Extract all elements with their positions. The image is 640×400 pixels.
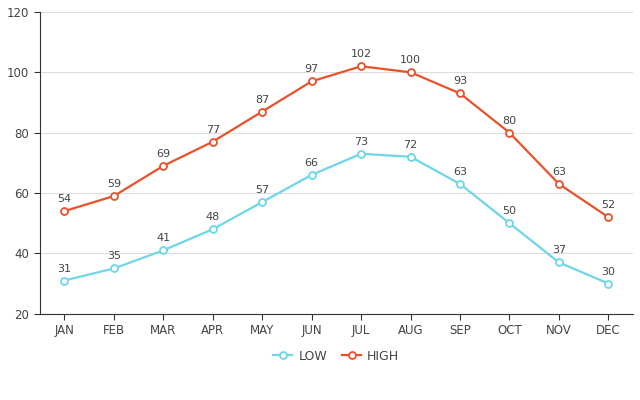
Text: 73: 73 [354, 137, 368, 147]
Legend: LOW, HIGH: LOW, HIGH [268, 345, 404, 368]
HIGH [259, 109, 266, 114]
HIGH [555, 182, 563, 186]
Text: 31: 31 [58, 264, 72, 274]
Text: 66: 66 [305, 158, 319, 168]
LOW [61, 278, 68, 283]
LOW [159, 248, 167, 253]
LOW [308, 172, 316, 177]
Text: 102: 102 [351, 49, 372, 59]
LOW [357, 151, 365, 156]
Text: 72: 72 [403, 140, 418, 150]
HIGH [456, 91, 464, 96]
Text: 77: 77 [205, 125, 220, 135]
HIGH [110, 194, 118, 198]
Text: 87: 87 [255, 94, 269, 104]
Text: 41: 41 [156, 233, 170, 243]
Text: 59: 59 [107, 179, 121, 189]
HIGH [407, 70, 415, 75]
Text: 100: 100 [400, 55, 421, 65]
Text: 37: 37 [552, 246, 566, 256]
Text: 50: 50 [502, 206, 516, 216]
Text: 63: 63 [453, 167, 467, 177]
Text: 69: 69 [156, 149, 170, 159]
HIGH [605, 215, 612, 220]
Text: 52: 52 [601, 200, 616, 210]
LOW [506, 221, 513, 226]
Text: 93: 93 [453, 76, 467, 86]
LOW [209, 227, 216, 232]
HIGH [308, 79, 316, 84]
HIGH [506, 130, 513, 135]
Line: HIGH: HIGH [61, 63, 612, 221]
Line: LOW: LOW [61, 150, 612, 287]
Text: 35: 35 [107, 252, 121, 262]
HIGH [61, 209, 68, 214]
Text: 30: 30 [602, 266, 615, 276]
HIGH [209, 139, 216, 144]
Text: 80: 80 [502, 116, 516, 126]
Text: 48: 48 [205, 212, 220, 222]
HIGH [159, 164, 167, 168]
LOW [456, 182, 464, 186]
Text: 57: 57 [255, 185, 269, 195]
LOW [110, 266, 118, 271]
Text: 54: 54 [58, 194, 72, 204]
Text: 97: 97 [305, 64, 319, 74]
LOW [605, 281, 612, 286]
Text: 63: 63 [552, 167, 566, 177]
HIGH [357, 64, 365, 69]
LOW [259, 200, 266, 204]
LOW [555, 260, 563, 265]
LOW [407, 154, 415, 159]
